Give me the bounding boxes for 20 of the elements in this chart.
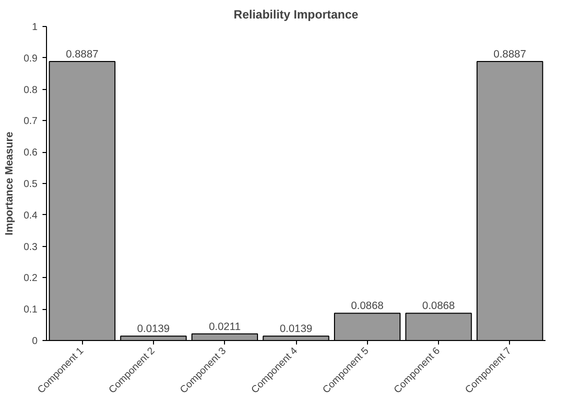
- y-tick-label: 0.5: [24, 179, 38, 190]
- y-tick-label: 0.9: [24, 53, 38, 64]
- y-tick-label: 0.8: [24, 84, 38, 96]
- chart-title: Reliability Importance: [234, 8, 359, 22]
- y-tick-label: 0.6: [24, 148, 38, 159]
- data-label: 0.0139: [137, 323, 170, 336]
- data-label: 0.8887: [494, 48, 526, 60]
- data-label: 0.8887: [66, 48, 99, 60]
- data-label: 0.0868: [422, 300, 455, 312]
- y-tick-label: 0.4: [24, 210, 38, 222]
- data-label: 0.0868: [350, 300, 384, 312]
- y-tick-label: 0.2: [24, 273, 38, 284]
- y-tick-label: 0.1: [24, 304, 38, 316]
- y-tick-label: 0.3: [24, 242, 38, 253]
- y-axis-title: Importance Measure: [4, 132, 16, 236]
- data-label: 0.0211: [208, 320, 241, 333]
- y-tick-label: 0: [32, 336, 38, 347]
- y-tick-label: 1: [32, 22, 38, 33]
- y-tick-label: 0.7: [24, 116, 38, 128]
- data-label: 0.0139: [280, 323, 312, 336]
